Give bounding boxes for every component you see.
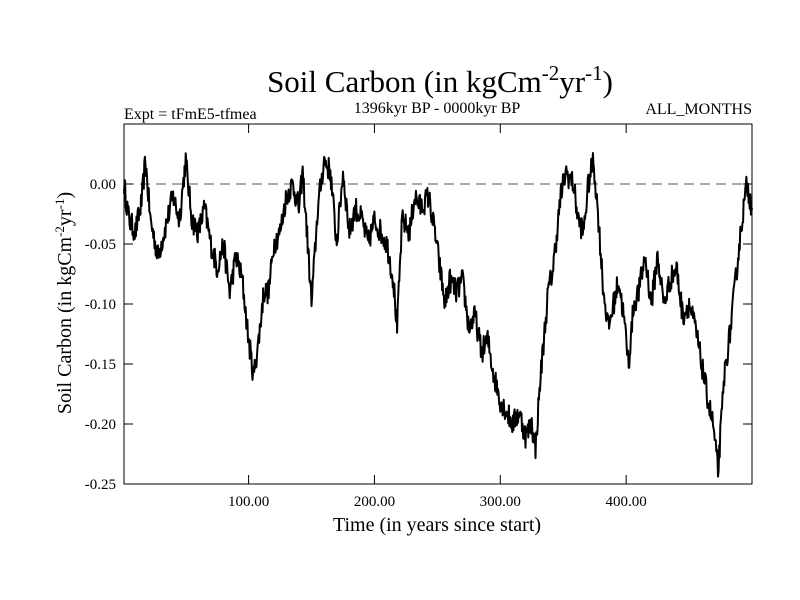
y-axis-label-sup1: -2 — [52, 226, 67, 237]
chart-title-main: Soil Carbon (in kgCm — [267, 64, 542, 99]
expt-label: Expt = tFmE5-tfmea — [124, 106, 257, 123]
season-label: ALL_MONTHS — [645, 101, 752, 118]
x-tick-label: 100.00 — [228, 494, 269, 510]
y-axis-label-end: ) — [54, 192, 76, 199]
chart-title-sup1: -2 — [542, 61, 560, 85]
y-tick-label: -0.25 — [85, 477, 116, 493]
series-line — [123, 152, 753, 478]
y-axis-label-main: Soil Carbon (in kgCm — [54, 236, 76, 414]
plot-frame — [123, 123, 753, 485]
y-axis-label-sup2: -1 — [52, 199, 67, 210]
series-layer — [123, 152, 753, 478]
chart-title-sup2: -1 — [585, 61, 603, 85]
x-tick-label: 400.00 — [606, 494, 647, 510]
y-tick-label: -0.10 — [85, 297, 116, 313]
period-label: 1396kyr BP - 0000kyr BP — [354, 100, 521, 117]
x-tick-label: 300.00 — [480, 494, 521, 510]
x-axis-label: Time (in years since start) — [333, 514, 541, 536]
y-tick-label: -0.05 — [85, 237, 116, 253]
x-tick-label: 200.00 — [354, 494, 395, 510]
y-tick-label: -0.20 — [85, 417, 116, 433]
y-axis-label-mid: yr — [54, 209, 76, 226]
y-tick-label: 0.00 — [90, 177, 116, 193]
chart-title-mid: yr — [559, 64, 586, 99]
axes-layer: 100.00 200.00 300.00 400.00 0.00 -0.05 -0.10 -0… — [85, 123, 753, 510]
chart-title: Soil Carbon (in kgCm-2yr-1) — [267, 61, 613, 99]
y-tick-label: -0.15 — [85, 357, 116, 373]
y-axis-label: Soil Carbon (in kgCm-2yr-1) — [52, 192, 77, 414]
chart-title-end: ) — [603, 64, 613, 99]
